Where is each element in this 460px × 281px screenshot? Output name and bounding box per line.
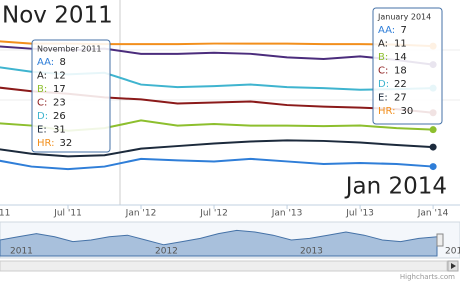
tooltip-value: 23 xyxy=(53,98,66,109)
navigator-handle[interactable] xyxy=(436,233,444,247)
tooltip-value: 14 xyxy=(394,52,407,63)
tooltip-label: B: xyxy=(37,84,47,95)
tooltip-label: D: xyxy=(37,111,48,122)
tooltips: November 2011 AA: 8 A: 12 B: 17 C: 23 D: 26 E: 31 HR:… xyxy=(31,7,443,153)
scrollbar[interactable] xyxy=(0,260,448,272)
x-tick-label: Jan '11 xyxy=(0,209,10,219)
series-line xyxy=(0,139,434,158)
tooltip-value: 11 xyxy=(394,39,407,50)
marker xyxy=(429,126,437,134)
marker xyxy=(429,163,437,171)
tooltip-value: 22 xyxy=(394,79,407,90)
navigator-series: 2011 2012 2013 201 xyxy=(0,229,460,257)
tooltip-label: E: xyxy=(378,93,388,104)
tooltip-label: C: xyxy=(37,98,47,109)
tooltip-value: 8 xyxy=(60,57,66,68)
series-line xyxy=(0,157,434,171)
tooltip-value: 12 xyxy=(53,71,66,82)
x-tick-label: Jan '13 xyxy=(271,209,303,219)
tooltip-value: 32 xyxy=(60,138,73,149)
marker xyxy=(429,143,437,151)
tooltip-label: B: xyxy=(378,52,388,63)
tooltip-label: C: xyxy=(378,66,388,77)
navigator-area xyxy=(0,229,438,257)
arrow-icon xyxy=(451,263,456,269)
x-tick-label: Jan '12 xyxy=(125,209,157,219)
tooltip-label: E: xyxy=(37,125,47,136)
x-tick-label: Jan '14 xyxy=(417,209,449,219)
tooltip-label: HR: xyxy=(378,106,396,117)
credits: Highcharts.com xyxy=(400,273,455,281)
tooltip-box xyxy=(31,39,111,153)
tooltip-value: 17 xyxy=(53,84,66,95)
x-axis-labels: Jan '11 Jul '11 Jan '12 Jul '12 Jan '13 Jul '… xyxy=(0,205,449,219)
x-tick-label: Jul '13 xyxy=(345,209,374,219)
tooltip-value: 18 xyxy=(394,66,407,77)
x-tick-label: Jul '11 xyxy=(53,209,82,219)
tooltip-value: 30 xyxy=(401,106,414,117)
tooltip-label: AA: xyxy=(378,25,395,36)
tooltip-box xyxy=(372,7,443,125)
tooltip-label: A: xyxy=(37,71,47,82)
tooltip-label: HR: xyxy=(37,138,55,149)
tooltip-label: D: xyxy=(378,79,389,90)
end-label: Jan 2014 xyxy=(344,174,447,200)
navigator-label: 2013 xyxy=(300,247,323,257)
tooltip-value: 31 xyxy=(53,125,66,136)
start-label: Nov 2011 xyxy=(2,3,113,29)
tooltip-title: January 2014 xyxy=(377,13,431,22)
tooltip-title: November 2011 xyxy=(37,45,102,54)
navigator-label: 2011 xyxy=(10,247,33,257)
tooltip-value: 7 xyxy=(401,25,407,36)
tooltip-label: A: xyxy=(378,39,388,50)
x-tick-label: Jul '12 xyxy=(199,209,228,219)
tooltip-value: 26 xyxy=(53,111,66,122)
tooltip-value: 27 xyxy=(394,93,407,104)
tooltip-label: AA: xyxy=(37,57,54,68)
navigator-label: 2012 xyxy=(155,247,178,257)
navigator-label: 201 xyxy=(445,247,460,257)
